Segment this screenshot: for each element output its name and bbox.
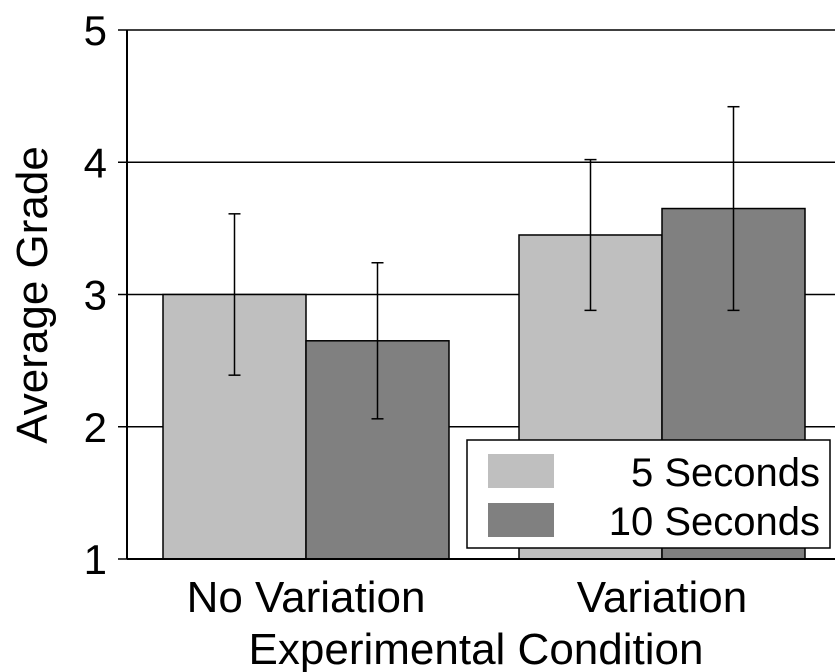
legend-swatch-5-seconds <box>488 454 554 488</box>
y-tick-label: 1 <box>84 536 107 583</box>
y-tick-label: 3 <box>84 272 107 319</box>
y-tick-label: 4 <box>84 139 107 186</box>
x-axis-label: Experimental Condition <box>249 625 704 672</box>
axes <box>118 29 835 560</box>
error-bar <box>727 105 740 312</box>
y-tick-labels: 1 2 3 4 5 <box>84 7 107 583</box>
x-tick-label: No Variation <box>187 573 426 622</box>
error-bar <box>228 213 241 376</box>
legend-entry-5-seconds: 5 Seconds <box>488 451 820 495</box>
y-axis-label: Average Grade <box>8 146 57 444</box>
error-bar <box>584 158 597 312</box>
x-tick-label: Variation <box>577 573 747 622</box>
legend: 5 Seconds 10 Seconds <box>466 439 831 549</box>
error-bar <box>371 262 384 420</box>
legend-entry-10-seconds: 10 Seconds <box>488 500 820 544</box>
y-tick-label: 5 <box>84 7 107 54</box>
legend-label-10-seconds: 10 Seconds <box>609 500 820 544</box>
legend-label-5-seconds: 5 Seconds <box>631 451 820 495</box>
error-bars <box>228 105 740 420</box>
x-tick-labels: No Variation Variation <box>187 573 748 622</box>
y-tick-label: 2 <box>84 404 107 451</box>
legend-swatch-10-seconds <box>488 503 554 537</box>
